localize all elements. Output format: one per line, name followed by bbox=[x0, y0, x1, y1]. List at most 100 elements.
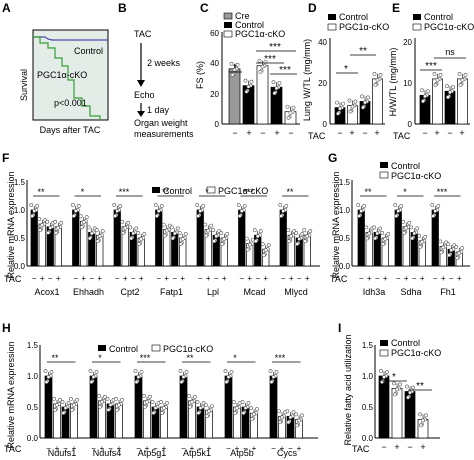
panel-e-ylabel: H/W/TL (mg/mm) bbox=[388, 48, 398, 117]
panel-f-bar-1-3-dot bbox=[100, 229, 105, 234]
panel-c-bar-1-dot bbox=[249, 79, 254, 84]
panel-g: G Relative mRNA expression 0.0 0.5 1.0 1… bbox=[328, 151, 470, 297]
panel-i-ytick-05: 0.5 bbox=[362, 403, 374, 412]
panel-e-bars bbox=[419, 72, 468, 125]
panel-a-legend-cko: PGC1α-cKO bbox=[37, 70, 87, 80]
panel-f-ytick-05: 0.5 bbox=[14, 234, 26, 243]
panel-h-bar-1-1-dot bbox=[97, 393, 101, 398]
panel-g-bar-1-2-dot bbox=[410, 236, 415, 241]
panel-c-sig-2: *** bbox=[269, 42, 281, 53]
panel-f-bar-4-3-dot bbox=[219, 231, 224, 235]
panel-h-bar-5-0-dot bbox=[268, 369, 273, 373]
panel-i-tac-1: − bbox=[381, 442, 386, 452]
panel-h-bar-1-3-dot bbox=[117, 402, 121, 407]
panel-f-bar-4-2-dot bbox=[212, 239, 217, 244]
panel-h-bar-3-3-dot bbox=[204, 403, 208, 408]
panel-i-ytick-15: 1.5 bbox=[362, 341, 374, 350]
panel-g-bar-2-0 bbox=[431, 209, 439, 267]
panel-h-bar-0-2-dot bbox=[63, 406, 68, 410]
panel-h-tac-mark: + bbox=[117, 444, 122, 453]
panel-f-bar-1-1-dot bbox=[84, 215, 89, 220]
panel-i-bar-1-dot bbox=[395, 387, 399, 392]
panel-g-tac-mark: − bbox=[375, 274, 380, 283]
panel-h-bar-5-1-dot bbox=[280, 415, 284, 420]
panel-f-bar-2-1-dot bbox=[123, 225, 128, 230]
panel-h-bar-3-0-dot bbox=[178, 369, 183, 373]
panel-e-legend-swatch-cko bbox=[412, 23, 422, 31]
panel-f-tac-mark: − bbox=[73, 274, 78, 283]
panel-e-sig-1: *** bbox=[425, 61, 437, 72]
panel-f-bar-6-1-dot bbox=[289, 234, 294, 239]
panel-e-bar-2-dot bbox=[451, 85, 455, 90]
panel-c-bar-1-dot bbox=[244, 89, 249, 94]
panel-h-bar-3-3-dot bbox=[205, 414, 209, 419]
panel-f-sig-star: * bbox=[205, 187, 209, 197]
panel-h-bar-5-2 bbox=[286, 415, 295, 439]
panel-h-bar-5-3-dot bbox=[297, 418, 301, 423]
panel-c-bar-3-dot bbox=[277, 81, 282, 86]
panel-d-bar-2-dot bbox=[361, 105, 365, 110]
panel-f-bar-4-0-dot bbox=[196, 214, 201, 218]
panel-h-bar-4-3-dot bbox=[252, 412, 256, 417]
panel-g-tac-mark: − bbox=[396, 274, 401, 283]
panel-g-bar-0-2-dot bbox=[375, 231, 380, 236]
panel-g-bar-0-1-dot bbox=[364, 225, 369, 230]
panel-f-bar-2-3-dot bbox=[142, 232, 147, 236]
panel-h-bar-5-2-dot bbox=[286, 420, 291, 425]
panel-f-tac-mark: + bbox=[206, 274, 211, 283]
panel-g-sig-star: * bbox=[403, 187, 407, 197]
panel-h-bar-3-2-dot bbox=[195, 400, 200, 404]
panel-d-legend-swatch-cko bbox=[327, 23, 337, 31]
panel-i-ytick-10: 1.0 bbox=[362, 372, 374, 381]
panel-f-tac-mark: − bbox=[32, 274, 37, 283]
panel-g-bar-1-0-dot bbox=[394, 214, 399, 218]
panel-f-bar-2-3-dot bbox=[136, 231, 141, 235]
panel-b-step-tac: TAC bbox=[134, 29, 152, 39]
panel-e-tac-1: − bbox=[422, 128, 427, 138]
panel-i-bar-0-dot bbox=[382, 375, 386, 379]
panel-d-bar-0-dot bbox=[335, 100, 339, 105]
panel-g-tac-mark: + bbox=[420, 274, 425, 283]
panel-h-gene-label: Ndufs1 bbox=[48, 448, 77, 458]
panel-f-tac-mark: − bbox=[214, 274, 219, 283]
panel-a-legend-control: Control bbox=[74, 46, 103, 56]
panel-h-bar-0-3-dot bbox=[69, 396, 73, 401]
panel-f-sig-star: *** bbox=[243, 187, 254, 197]
panel-c-bar-0-dot bbox=[235, 62, 240, 67]
panel-c-bar-1-dot bbox=[243, 78, 248, 83]
panel-c-legend-swatch-cre bbox=[223, 12, 233, 20]
panel-h-bar-0-3-dot bbox=[75, 397, 79, 402]
panel-f-bar-2-0-dot bbox=[118, 204, 123, 208]
panel-d-bar-0-dot bbox=[338, 106, 342, 111]
panel-f-bar-6-0-dot bbox=[281, 209, 286, 213]
panel-c-bar-2 bbox=[256, 65, 269, 125]
panel-label-b: B bbox=[118, 1, 127, 15]
panel-h-bar-5-1-dot bbox=[277, 409, 281, 414]
panel-h-bar-2-3-dot bbox=[165, 401, 169, 405]
panel-c-ylabel: FS (%) bbox=[195, 61, 205, 89]
panel-f-bar-3-2-dot bbox=[169, 225, 174, 230]
panel-h-bar-2-1-dot bbox=[143, 404, 147, 409]
panel-h-ytick-05: 0.5 bbox=[27, 403, 39, 412]
panel-h-bar-2-0-dot bbox=[134, 380, 139, 384]
panel-f-bar-3-0 bbox=[155, 209, 163, 267]
panel-g-bar-2-2-dot bbox=[449, 248, 454, 253]
panel-g-bar-0-0-dot bbox=[356, 203, 361, 207]
panel-f-bar-1-0-dot bbox=[73, 209, 78, 213]
panel-b-arrowhead-2 bbox=[137, 111, 145, 117]
panel-f-bar-3-1-dot bbox=[161, 222, 166, 227]
panel-e-tac-2: + bbox=[434, 128, 439, 138]
panel-f-bar-3-0-dot bbox=[156, 209, 161, 213]
panel-c-bar-4-dot bbox=[288, 110, 293, 115]
panel-g-ytick-10: 1.0 bbox=[339, 206, 351, 215]
panel-f-bar-2-2-dot bbox=[129, 236, 134, 241]
panel-f-bar-0-0-dot bbox=[30, 214, 35, 218]
panel-e-bar-0-dot bbox=[421, 99, 425, 104]
panel-i-bar-0-dot bbox=[385, 370, 389, 374]
panel-h-bar-4-0-dot bbox=[223, 369, 228, 373]
panel-c-bar-1-dot bbox=[246, 84, 251, 89]
panel-d-bar-0-dot bbox=[341, 101, 345, 106]
panel-h-bar-0-0-dot bbox=[44, 380, 49, 384]
panel-g-bar-1-3-dot bbox=[423, 234, 428, 239]
panel-f-bar-3-3-dot bbox=[180, 237, 185, 241]
